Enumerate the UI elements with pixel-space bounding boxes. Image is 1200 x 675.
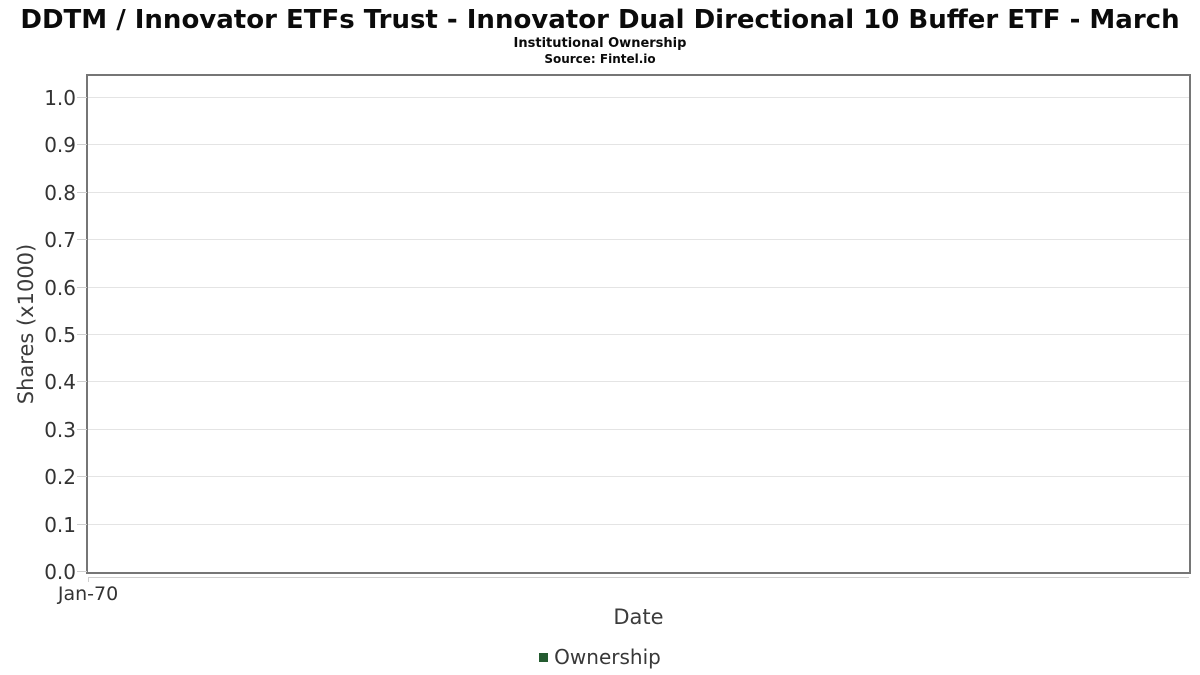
y-gridline xyxy=(88,144,1189,146)
y-axis-tick xyxy=(77,476,87,478)
y-axis-tick xyxy=(77,523,87,525)
legend-series-label[interactable]: Ownership xyxy=(554,645,661,669)
y-gridline xyxy=(88,381,1189,383)
x-axis-title: Date xyxy=(613,605,664,629)
y-tick-label: 0.7 xyxy=(44,228,76,253)
y-axis-tick xyxy=(77,333,87,335)
y-axis-tick xyxy=(77,96,87,98)
chart-subtitle: Institutional Ownership xyxy=(513,36,687,51)
y-axis-tick xyxy=(77,381,87,383)
x-axis-line xyxy=(88,577,1189,578)
x-axis-tick xyxy=(88,577,89,582)
y-axis-tick xyxy=(77,191,87,193)
plot-area: Jan-70 0.0 0.1 0.2 0.3 0.4 0.5 0.6 0.7 0.8 0.9 1.0 xyxy=(44,74,1191,605)
y-tick-label: 0.0 xyxy=(44,560,76,584)
y-axis-tick xyxy=(77,286,87,288)
chart-title: DDTM / Innovator ETFs Trust - Innovator … xyxy=(20,5,1180,35)
y-axis-tick xyxy=(77,571,87,572)
y-gridline xyxy=(88,96,1189,98)
y-gridline xyxy=(88,428,1189,430)
y-axis-title-text: Shares (x1000) xyxy=(14,243,38,405)
legend[interactable]: Ownership xyxy=(0,645,1200,669)
y-gridline xyxy=(88,476,1189,478)
y-axis-tick xyxy=(77,144,87,146)
y-axis-tick xyxy=(77,428,87,430)
y-tick-label: 1.0 xyxy=(44,85,76,110)
y-tick-label: 0.8 xyxy=(44,180,76,205)
y-tick-label: 0.5 xyxy=(44,322,76,347)
y-gridline xyxy=(88,286,1189,288)
y-axis-tick xyxy=(77,239,87,241)
legend-series-marker-icon[interactable] xyxy=(539,652,549,662)
chart-source: Source: Fintel.io xyxy=(544,52,656,66)
x-tick-label: Jan-70 xyxy=(57,583,119,605)
y-tick-label: 0.4 xyxy=(44,370,76,395)
y-tick-label: 0.9 xyxy=(44,133,76,158)
y-gridline xyxy=(88,191,1189,193)
y-tick-label: 0.1 xyxy=(44,512,76,537)
y-tick-label: 0.3 xyxy=(44,417,76,442)
y-gridline xyxy=(88,333,1189,335)
y-gridline xyxy=(88,239,1189,241)
y-tick-label: 0.2 xyxy=(44,465,76,490)
y-gridline xyxy=(88,523,1189,525)
y-tick-label: 0.6 xyxy=(44,275,76,300)
